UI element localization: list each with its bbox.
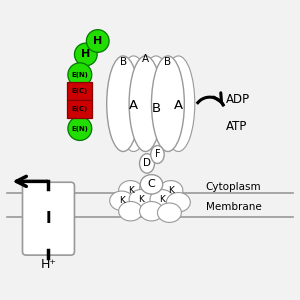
Text: E(N): E(N) (71, 72, 88, 78)
Ellipse shape (129, 190, 153, 209)
Circle shape (68, 117, 92, 140)
Ellipse shape (140, 175, 163, 194)
Text: E(C): E(C) (72, 106, 88, 112)
Ellipse shape (140, 154, 154, 173)
Ellipse shape (140, 56, 172, 152)
FancyBboxPatch shape (67, 100, 92, 118)
Text: K: K (148, 184, 154, 193)
FancyBboxPatch shape (22, 182, 74, 255)
Text: ADP: ADP (226, 93, 250, 106)
Text: D: D (143, 158, 151, 168)
Text: Membrane: Membrane (206, 202, 262, 212)
Text: A: A (174, 99, 183, 112)
Text: K: K (168, 186, 174, 195)
Text: B: B (120, 57, 127, 67)
Ellipse shape (158, 203, 182, 222)
Ellipse shape (117, 56, 150, 152)
Ellipse shape (152, 56, 184, 152)
Text: K: K (138, 195, 144, 204)
Ellipse shape (118, 181, 142, 200)
Ellipse shape (150, 190, 174, 209)
Circle shape (86, 30, 109, 52)
Ellipse shape (110, 191, 134, 211)
Ellipse shape (167, 193, 190, 212)
Ellipse shape (159, 181, 183, 200)
Text: Cytoplasm: Cytoplasm (206, 182, 261, 192)
Text: A: A (129, 99, 138, 112)
Text: C: C (148, 179, 155, 189)
Ellipse shape (151, 146, 164, 164)
Ellipse shape (140, 179, 164, 199)
Ellipse shape (140, 202, 164, 221)
Text: A: A (142, 54, 149, 64)
Text: K: K (159, 195, 165, 204)
Ellipse shape (107, 56, 140, 152)
Ellipse shape (162, 56, 195, 152)
Text: ATP: ATP (226, 120, 247, 133)
Text: H: H (93, 36, 102, 46)
Text: F: F (155, 149, 160, 160)
Ellipse shape (118, 202, 142, 221)
Text: H⁺: H⁺ (40, 259, 56, 272)
Text: H: H (81, 50, 90, 59)
Circle shape (68, 63, 92, 87)
Text: B: B (152, 102, 160, 115)
Ellipse shape (129, 56, 162, 152)
Text: I: I (46, 211, 51, 226)
FancyBboxPatch shape (67, 82, 92, 100)
Text: E(N): E(N) (71, 125, 88, 131)
Text: K: K (119, 196, 124, 205)
Text: B: B (164, 57, 172, 67)
Circle shape (74, 43, 97, 66)
Text: K: K (128, 186, 134, 195)
Text: E(C): E(C) (72, 88, 88, 94)
